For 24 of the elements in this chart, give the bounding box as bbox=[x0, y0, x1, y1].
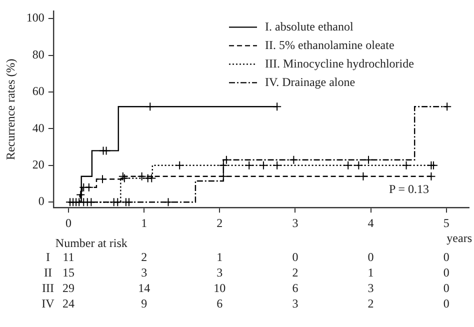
legend-label: I. absolute ethanol bbox=[265, 19, 354, 34]
x-tick-label: 0 bbox=[66, 216, 72, 230]
legend-label: II. 5% ethanolamine oleate bbox=[265, 38, 394, 52]
y-tick-label: 0 bbox=[38, 194, 44, 208]
x-tick-label: 4 bbox=[368, 216, 374, 230]
x-axis-title: years bbox=[446, 230, 472, 245]
y-tick-label: 40 bbox=[32, 120, 44, 135]
y-tick-label: 100 bbox=[26, 10, 44, 25]
text: II 15 3 3 2 1 0 bbox=[44, 265, 450, 280]
legend-label: III. Minocycline hydrochloride bbox=[265, 56, 414, 70]
y-tick-label: 20 bbox=[32, 158, 44, 172]
text: IV 24 9 6 3 2 0 bbox=[42, 296, 450, 310]
x-tick-label: 2 bbox=[216, 216, 223, 230]
x-tick-label: 3 bbox=[292, 216, 298, 230]
y-tick-label: 80 bbox=[32, 47, 44, 62]
y-tick-label: 60 bbox=[32, 84, 44, 98]
text: III 29 14 10 6 3 0 bbox=[42, 280, 450, 295]
y-axis-title: Recurrence rates (%) bbox=[3, 58, 18, 160]
legend-label: IV. Drainage alone bbox=[265, 74, 356, 89]
text: Number at risk bbox=[55, 236, 128, 250]
x-tick-label: 5 bbox=[443, 216, 450, 230]
annotation: P = 0.13 bbox=[389, 182, 429, 196]
text: I 11 2 1 0 0 0 bbox=[46, 250, 450, 264]
x-tick-label: 1 bbox=[141, 216, 148, 230]
